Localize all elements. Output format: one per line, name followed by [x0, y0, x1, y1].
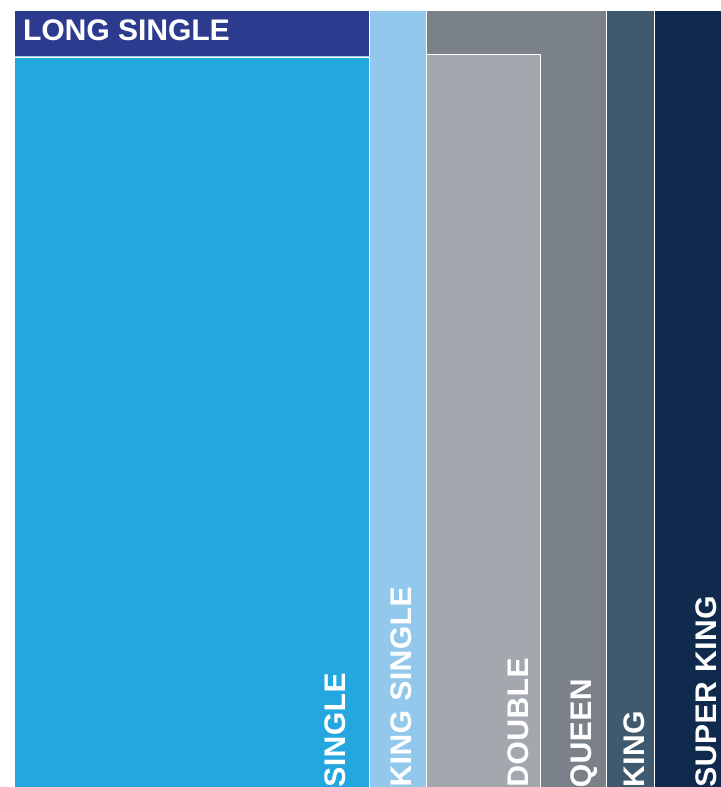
- bed-double-label: DOUBLE: [502, 657, 535, 787]
- bed-long-single-label: LONG SINGLE: [23, 14, 230, 47]
- bed-super-king-label: SUPER KING: [690, 595, 721, 787]
- bed-king-single-label: KING SINGLE: [385, 586, 418, 787]
- bed-single: SINGLE: [15, 57, 370, 787]
- bed-long-single: LONG SINGLE: [15, 11, 370, 56]
- bed-king-label: KING: [618, 710, 651, 787]
- bed-single-label: SINGLE: [319, 672, 352, 787]
- bed-queen-label: QUEEN: [565, 677, 598, 787]
